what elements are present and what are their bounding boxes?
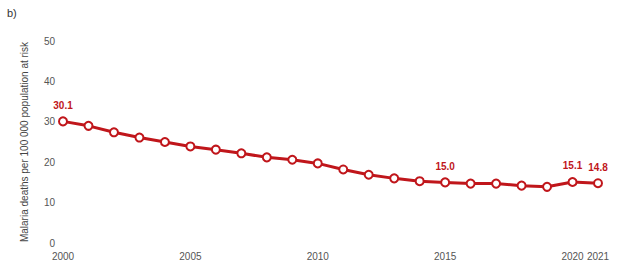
svg-text:b): b)	[7, 7, 17, 19]
svg-text:15.1: 15.1	[563, 160, 583, 171]
svg-text:2021: 2021	[587, 251, 610, 262]
svg-text:15.0: 15.0	[435, 161, 455, 172]
svg-text:30.1: 30.1	[53, 100, 73, 111]
svg-text:14.8: 14.8	[588, 162, 608, 173]
svg-text:2005: 2005	[179, 251, 202, 262]
svg-text:30: 30	[44, 116, 56, 127]
svg-text:50: 50	[44, 36, 56, 47]
svg-text:40: 40	[44, 76, 56, 87]
svg-text:0: 0	[49, 238, 55, 249]
svg-text:2020: 2020	[561, 251, 584, 262]
svg-text:2000: 2000	[52, 251, 75, 262]
svg-text:10: 10	[44, 197, 56, 208]
svg-text:20: 20	[44, 157, 56, 168]
svg-text:Malaria deaths per 100 000 pop: Malaria deaths per 100 000 population at…	[19, 41, 30, 242]
svg-text:2015: 2015	[434, 251, 457, 262]
svg-text:2010: 2010	[307, 251, 330, 262]
